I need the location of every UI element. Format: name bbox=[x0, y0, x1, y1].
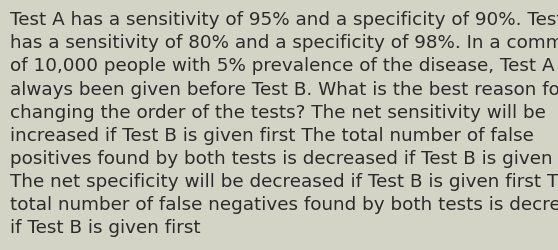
Text: changing the order of the tests? The net sensitivity will be: changing the order of the tests? The net… bbox=[10, 103, 546, 121]
Text: Test A has a sensitivity of 95% and a specificity of 90%. Test B: Test A has a sensitivity of 95% and a sp… bbox=[10, 11, 558, 29]
Text: if Test B is given first: if Test B is given first bbox=[10, 218, 201, 236]
Text: positives found by both tests is decreased if Test B is given first: positives found by both tests is decreas… bbox=[10, 149, 558, 167]
Text: has a sensitivity of 80% and a specificity of 98%. In a community: has a sensitivity of 80% and a specifici… bbox=[10, 34, 558, 52]
Text: always been given before Test B. What is the best reason for: always been given before Test B. What is… bbox=[10, 80, 558, 98]
Text: total number of false negatives found by both tests is decreased: total number of false negatives found by… bbox=[10, 195, 558, 213]
Text: of 10,000 people with 5% prevalence of the disease, Test A has: of 10,000 people with 5% prevalence of t… bbox=[10, 57, 558, 75]
Text: The net specificity will be decreased if Test B is given first The: The net specificity will be decreased if… bbox=[10, 172, 558, 190]
Text: increased if Test B is given first The total number of false: increased if Test B is given first The t… bbox=[10, 126, 534, 144]
